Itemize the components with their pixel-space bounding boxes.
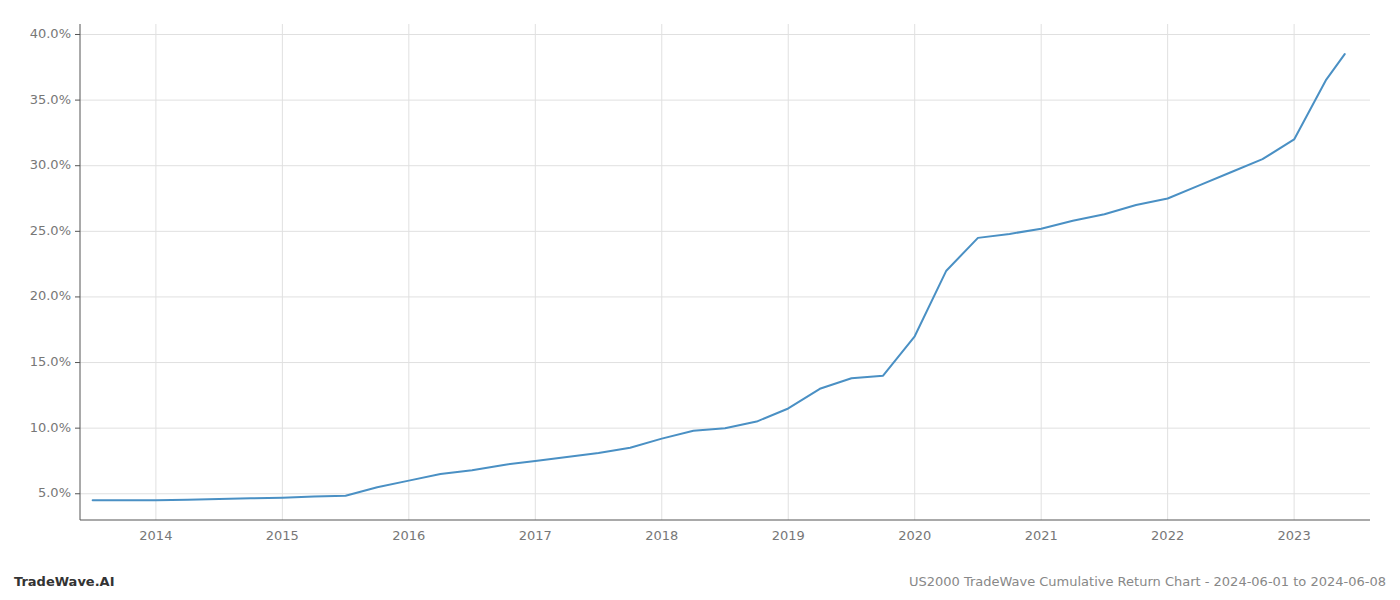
x-tick-label: 2017 — [519, 528, 552, 543]
axes: 5.0% 10.0% 15.0% 20.0% 25.0% 30.0% 35.0% 40.0% 2… — [30, 24, 1370, 543]
footer-left: TradeWave.AI — [14, 574, 115, 589]
y-tick — [75, 231, 80, 232]
x-tick-label: 2020 — [898, 528, 931, 543]
footer-right: US2000 TradeWave Cumulative Return Chart… — [909, 574, 1386, 589]
x-grid-line — [282, 24, 283, 520]
x-grid-line — [535, 24, 536, 520]
y-tick-label: 15.0% — [30, 354, 71, 369]
y-grid-line — [80, 100, 1370, 101]
chart-svg: 5.0% 10.0% 15.0% 20.0% 25.0% 30.0% 35.0% 40.0% 2… — [0, 0, 1400, 600]
y-tick-label: 5.0% — [38, 485, 71, 500]
x-grid-line — [408, 24, 409, 520]
y-tick — [75, 100, 80, 101]
y-tick — [75, 34, 80, 35]
y-tick — [75, 493, 80, 494]
x-tick-label: 2019 — [772, 528, 805, 543]
page: {"chart_data": { "type": "line", "x": [2… — [0, 0, 1400, 600]
chart-container: 5.0% 10.0% 15.0% 20.0% 25.0% 30.0% 35.0% 40.0% 2… — [0, 0, 1400, 600]
x-tick-label: 2016 — [392, 528, 425, 543]
x-grid-line — [914, 24, 915, 520]
x-tick-label: 2022 — [1151, 528, 1184, 543]
line-series — [93, 54, 1345, 500]
y-tick — [75, 428, 80, 429]
background — [0, 0, 1400, 600]
y-tick-label: 20.0% — [30, 288, 71, 303]
plot-area — [93, 54, 1345, 500]
y-tick-label: 35.0% — [30, 92, 71, 107]
x-tick-label: 2021 — [1025, 528, 1058, 543]
x-tick-label: 2023 — [1278, 528, 1311, 543]
x-grid-line — [788, 24, 789, 520]
y-grid-line — [80, 493, 1370, 494]
y-tick-label: 40.0% — [30, 26, 71, 41]
y-grid-line — [80, 362, 1370, 363]
y-tick-label: 25.0% — [30, 223, 71, 238]
y-grid-line — [80, 296, 1370, 297]
y-tick-label: 30.0% — [30, 157, 71, 172]
x-grid-line — [661, 24, 662, 520]
y-tick-label: 10.0% — [30, 420, 71, 435]
grid — [80, 24, 1370, 520]
y-axis-line — [80, 24, 81, 520]
y-grid-line — [80, 34, 1370, 35]
x-tick-label: 2015 — [266, 528, 299, 543]
x-tick-label: 2018 — [645, 528, 678, 543]
y-grid-line — [80, 165, 1370, 166]
x-axis-line — [80, 520, 1370, 521]
x-grid-line — [1294, 24, 1295, 520]
y-grid-line — [80, 231, 1370, 232]
x-grid-line — [1041, 24, 1042, 520]
x-grid-line — [155, 24, 156, 520]
y-tick — [75, 362, 80, 363]
x-grid-line — [1167, 24, 1168, 520]
y-tick — [75, 296, 80, 297]
x-tick-label: 2014 — [139, 528, 172, 543]
y-tick — [75, 165, 80, 166]
